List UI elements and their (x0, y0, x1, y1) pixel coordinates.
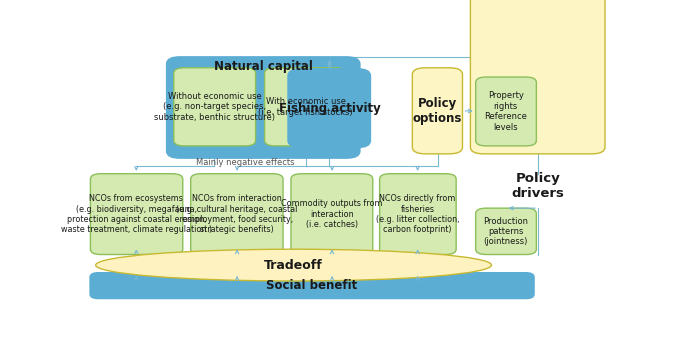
FancyBboxPatch shape (291, 174, 373, 255)
Text: Tradeoff: Tradeoff (264, 259, 323, 272)
Text: Natural capital: Natural capital (214, 60, 313, 73)
FancyBboxPatch shape (412, 68, 462, 154)
FancyBboxPatch shape (475, 77, 537, 146)
FancyBboxPatch shape (475, 208, 537, 255)
FancyBboxPatch shape (167, 57, 360, 158)
FancyBboxPatch shape (471, 0, 605, 154)
FancyBboxPatch shape (191, 174, 283, 255)
Text: Policy
drivers: Policy drivers (511, 172, 565, 200)
Text: Production
patterns
(jointness): Production patterns (jointness) (484, 217, 528, 246)
Text: NCOs directly from
fisheries
(e.g. litter collection,
carbon footprint): NCOs directly from fisheries (e.g. litte… (376, 194, 460, 234)
Ellipse shape (96, 249, 492, 281)
Text: Commodity outputs from
interaction
(i.e. catches): Commodity outputs from interaction (i.e.… (281, 199, 383, 229)
FancyBboxPatch shape (91, 174, 183, 255)
FancyBboxPatch shape (288, 69, 370, 147)
FancyBboxPatch shape (174, 68, 255, 146)
Text: With economic use
(i.e. target fish stocks): With economic use (i.e. target fish stoc… (258, 97, 353, 117)
Text: NCOs from interaction
(e.g. cultural heritage, coastal
employment, food security: NCOs from interaction (e.g. cultural her… (176, 194, 298, 234)
FancyBboxPatch shape (379, 174, 456, 255)
Text: Fishing activity: Fishing activity (279, 102, 381, 115)
FancyBboxPatch shape (264, 68, 347, 146)
Text: Mainly negative effects: Mainly negative effects (196, 158, 294, 167)
Text: NCOs from ecosystems
(e.g. biodiversity, megafauna,
protection against coastal e: NCOs from ecosystems (e.g. biodiversity,… (61, 194, 212, 234)
Text: Policy
options: Policy options (413, 97, 462, 125)
Text: Property
rights
Reference
levels: Property rights Reference levels (484, 92, 527, 131)
FancyBboxPatch shape (91, 273, 534, 298)
Text: Without economic use
(e.g. non-target species,
substrate, benthic structure): Without economic use (e.g. non-target sp… (154, 92, 275, 122)
Text: Social benefit: Social benefit (266, 279, 358, 292)
